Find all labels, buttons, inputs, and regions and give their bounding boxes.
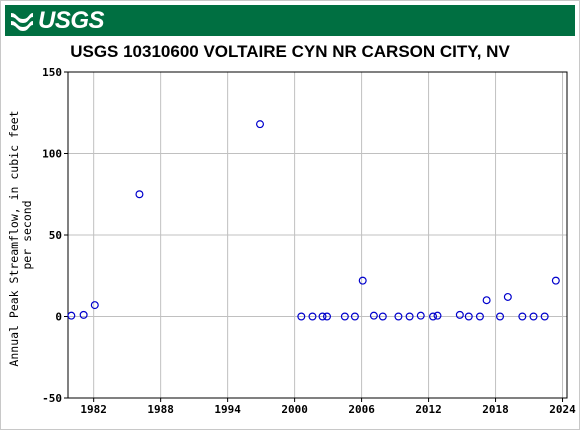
x-tick-label: 1988 [147,403,174,416]
data-point[interactable] [340,312,349,321]
chart-title: USGS 10310600 VOLTAIRE CYN NR CARSON CIT… [70,42,510,61]
axis-ticks: 1982 1988 1994 2000 2006 2012 2018 2024 -50 0 50 10… [42,66,576,416]
data-point[interactable] [394,312,403,321]
data-point[interactable] [540,312,549,321]
data-point[interactable] [90,301,99,310]
data-point[interactable] [256,120,265,129]
data-point[interactable] [496,312,505,321]
y-tick-label: 100 [42,148,62,161]
usgs-wave-icon [11,12,33,31]
data-point[interactable] [297,312,306,321]
data-point[interactable] [518,312,527,321]
x-tick-label: 1994 [214,403,241,416]
y-axis-label-line-1: Annual Peak Streamflow, in cubic feet [7,110,21,366]
data-point[interactable] [79,310,88,319]
data-point[interactable] [464,312,473,321]
x-tick-label: 2006 [348,403,375,416]
y-tick-label: -50 [42,392,62,405]
y-tick-label: 0 [55,311,62,324]
data-point[interactable] [416,311,425,320]
data-point[interactable] [358,276,367,285]
data-point[interactable] [350,312,359,321]
data-points [67,120,560,321]
grid-lines [68,71,567,399]
data-point[interactable] [318,312,327,321]
data-point[interactable] [67,311,76,320]
usgs-header-bar: USGS [5,5,575,36]
y-tick-label: 50 [49,229,62,242]
data-point[interactable] [378,312,387,321]
data-point[interactable] [455,310,464,319]
y-axis-label-line-2: per second [20,200,34,269]
data-point[interactable] [429,312,438,321]
y-axis-label: Annual Peak Streamflow, in cubic feet pe… [7,103,34,366]
usgs-logo-text: USGS [38,7,105,34]
y-tick-label: 150 [42,66,62,79]
data-point[interactable] [475,312,484,321]
x-tick-label: 2024 [549,403,576,416]
data-point[interactable] [322,312,331,321]
usgs-logo[interactable]: USGS [9,7,105,34]
x-tick-label: 2018 [482,403,509,416]
data-point[interactable] [503,292,512,301]
data-point[interactable] [369,311,378,320]
x-tick-label: 2012 [415,403,442,416]
x-tick-label: 1982 [80,403,107,416]
data-point[interactable] [405,312,414,321]
data-point[interactable] [135,190,144,199]
data-point[interactable] [482,296,491,305]
data-point[interactable] [551,276,560,285]
data-point[interactable] [308,312,317,321]
data-point[interactable] [529,312,538,321]
data-point[interactable] [433,311,442,320]
x-tick-label: 2000 [281,403,308,416]
